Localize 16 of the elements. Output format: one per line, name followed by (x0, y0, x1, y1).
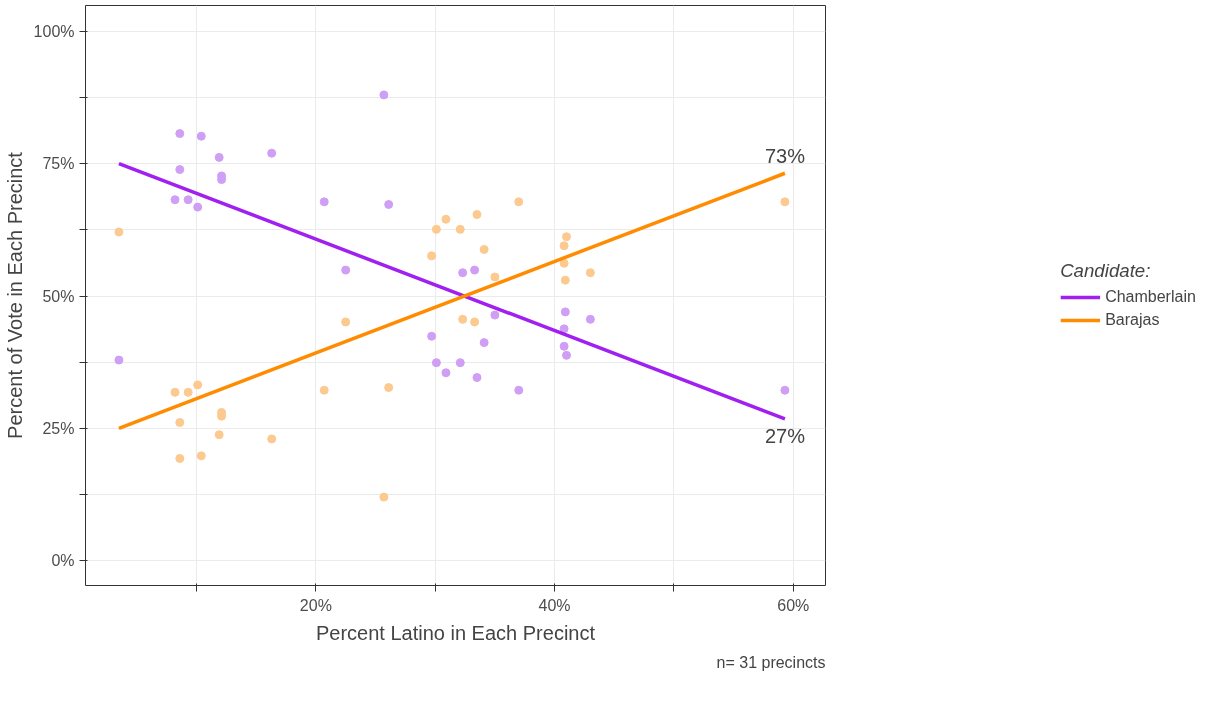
legend-label: Barajas (1105, 311, 1160, 329)
y-tick-label: 75% (42, 155, 75, 173)
y-tick-label: 50% (42, 287, 75, 305)
annotation: 27% (764, 424, 806, 447)
legend-label: Chamberlain (1105, 288, 1196, 306)
x-tick-label: 60% (777, 596, 810, 614)
x-tick-label: 40% (538, 596, 571, 614)
x-tick-label: 20% (299, 596, 332, 614)
y-tick-label: 100% (33, 22, 75, 40)
x-axis-title: Percent Latino in Each Precinct (315, 621, 596, 644)
annotation: 73% (764, 145, 806, 168)
y-tick-label: 25% (42, 419, 75, 437)
y-axis-title: Percent of Vote in Each Precinct (3, 151, 26, 439)
text: n= 31 precincts (716, 653, 826, 671)
y-tick-label: 0% (51, 552, 75, 570)
legend-title: Candidate: (1060, 260, 1152, 282)
